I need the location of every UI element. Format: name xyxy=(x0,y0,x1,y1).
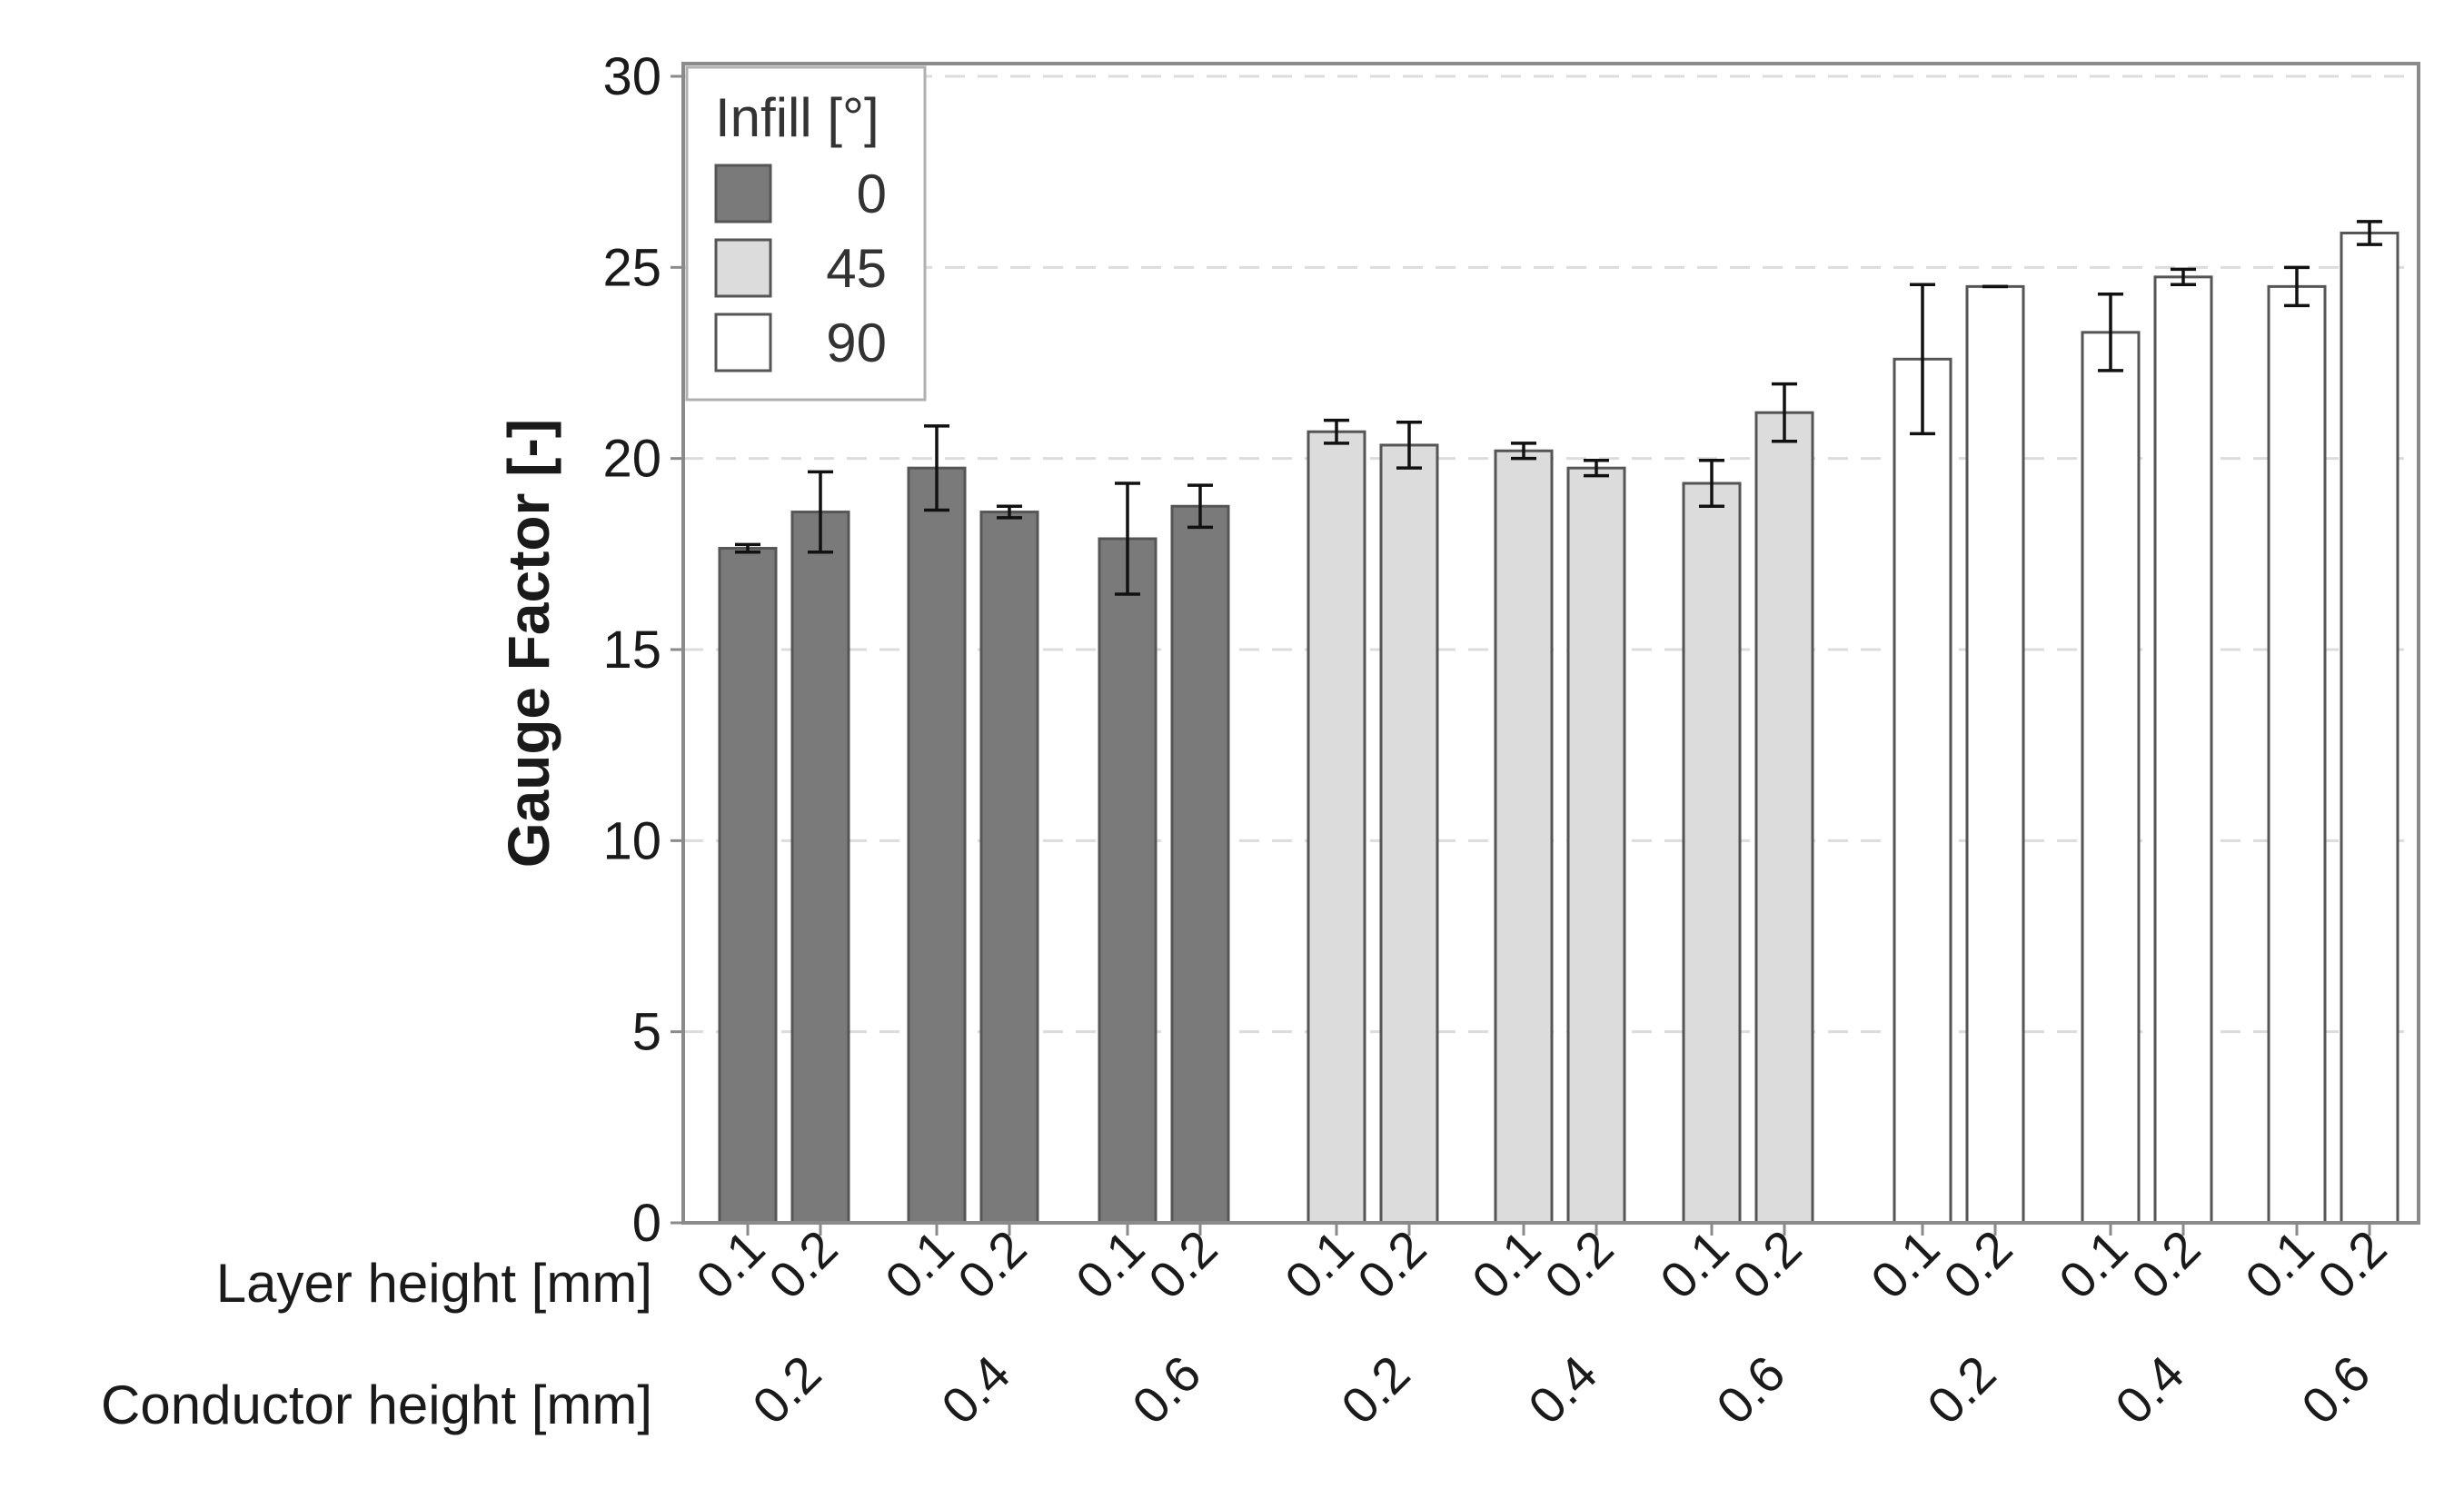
bar-infill-0-cond-0.4-layer-0.1 xyxy=(907,466,967,1225)
y-tick-label: 15 xyxy=(602,620,661,680)
conductor-height-tick-label: 0.6 xyxy=(1121,1345,1212,1435)
layer-height-tick-label: 0.2 xyxy=(758,1219,849,1310)
conductor-height-tick-label: 0.6 xyxy=(2290,1345,2381,1435)
bar-infill-90-cond-0.4-layer-0.2 xyxy=(2153,275,2213,1225)
conductor-height-tick-label: 0.2 xyxy=(1916,1345,2007,1435)
legend-swatch-0 xyxy=(714,164,772,223)
error-bars xyxy=(735,220,2382,596)
legend-label-90: 90 xyxy=(826,313,887,373)
layer-height-tick-label: 0.2 xyxy=(1138,1219,1228,1310)
layer-height-tick-label: 0.2 xyxy=(2121,1219,2211,1310)
legend-title: Infill [°] xyxy=(715,87,879,148)
bar-infill-0-cond-0.2-layer-0.2 xyxy=(790,511,850,1225)
conductor-height-tick-label: 0.4 xyxy=(930,1345,1021,1435)
legend-label-0: 0 xyxy=(857,164,887,224)
bar-infill-45-cond-0.4-layer-0.2 xyxy=(1566,466,1626,1225)
y-tick-label: 20 xyxy=(602,430,661,489)
bar-infill-90-cond-0.4-layer-0.1 xyxy=(2081,331,2141,1225)
legend-entries: 0 45 90 xyxy=(714,164,887,373)
bar-infill-90-cond-0.2-layer-0.2 xyxy=(1965,284,2025,1225)
bar-infill-90-cond-0.6-layer-0.2 xyxy=(2340,231,2399,1225)
bar-infill-0-cond-0.4-layer-0.2 xyxy=(979,511,1039,1225)
bar-infill-0-cond-0.6-layer-0.2 xyxy=(1170,504,1230,1225)
bar-infill-0-cond-0.2-layer-0.1 xyxy=(718,547,778,1225)
layer-height-tick-label: 0.2 xyxy=(1534,1219,1624,1310)
y-tick-label: 10 xyxy=(602,811,661,870)
legend-label-45: 45 xyxy=(826,238,887,299)
conductor-height-tick-label: 0.4 xyxy=(1517,1345,1608,1435)
bar-infill-45-cond-0.2-layer-0.2 xyxy=(1379,443,1439,1225)
bar-infill-90-cond-0.2-layer-0.1 xyxy=(1893,357,1952,1225)
legend: Infill [°] 0 45 90 xyxy=(685,65,927,402)
conductor-height-tick-label: 0.2 xyxy=(741,1345,832,1435)
bars xyxy=(718,231,2399,1225)
layer-height-tick-label: 0.2 xyxy=(1346,1219,1437,1310)
bar-infill-45-cond-0.2-layer-0.1 xyxy=(1307,430,1366,1225)
legend-swatch-45 xyxy=(714,238,772,298)
y-axis-label: Gauge Factor [-] xyxy=(496,419,561,868)
bar-infill-0-cond-0.6-layer-0.1 xyxy=(1098,537,1157,1225)
layer-height-row-label: Layer height [mm] xyxy=(216,1253,652,1314)
layer-height-tick-label: 0.2 xyxy=(1932,1219,2023,1310)
plot-frame xyxy=(681,62,2420,1225)
x-axis: 0.10.20.20.10.20.40.10.20.60.10.20.20.10… xyxy=(685,1219,2398,1435)
bar-infill-90-cond-0.6-layer-0.1 xyxy=(2267,284,2327,1225)
y-tick-label: 25 xyxy=(602,238,661,297)
layer-height-tick-label: 0.2 xyxy=(947,1219,1038,1310)
conductor-height-tick-label: 0.6 xyxy=(1705,1345,1796,1435)
layer-height-tick-label: 0.2 xyxy=(2307,1219,2398,1310)
conductor-height-row-label: Conductor height [mm] xyxy=(101,1375,652,1435)
bar-infill-45-cond-0.6-layer-0.1 xyxy=(1682,481,1742,1225)
y-axis: 0 5 10 15 20 25 30 xyxy=(602,47,683,1253)
layer-height-tick-label: 0.2 xyxy=(1722,1219,1813,1310)
y-tick-label: 30 xyxy=(602,47,661,106)
y-tick-label: 0 xyxy=(632,1194,661,1253)
bar-infill-45-cond-0.4-layer-0.1 xyxy=(1494,449,1554,1225)
conductor-height-tick-label: 0.4 xyxy=(2104,1345,2195,1435)
legend-swatch-90 xyxy=(714,313,772,372)
bar-infill-45-cond-0.6-layer-0.2 xyxy=(1754,411,1814,1225)
conductor-height-tick-label: 0.2 xyxy=(1330,1345,1421,1435)
y-tick-label: 5 xyxy=(632,1003,661,1062)
